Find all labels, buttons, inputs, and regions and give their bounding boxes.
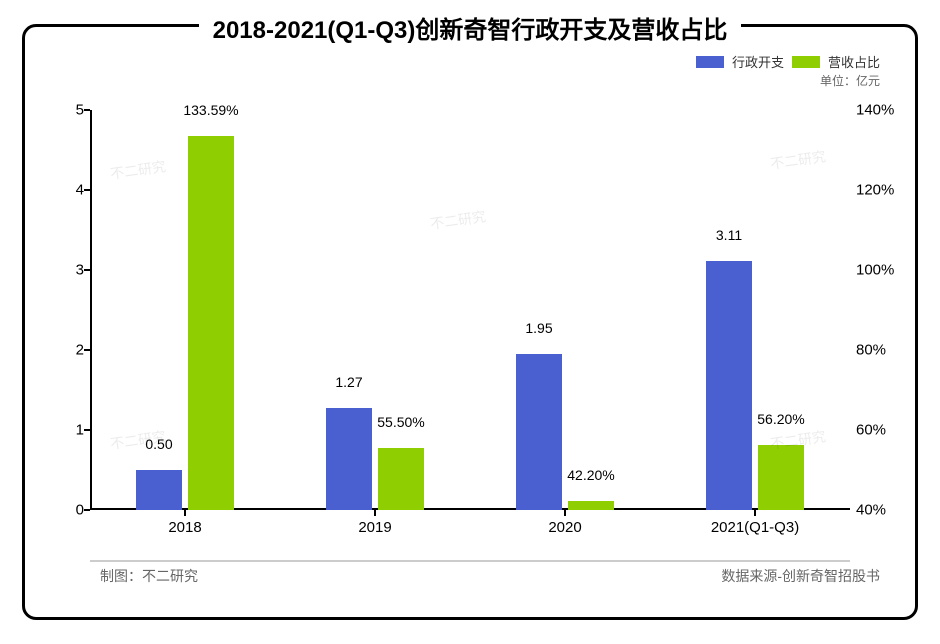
bar-series2	[568, 501, 614, 510]
footer-credit-right: 数据来源-创新奇智招股书	[721, 566, 880, 586]
x-axis-label: 2018	[168, 519, 201, 536]
bar-series1	[706, 261, 752, 510]
bar-series2-value: 133.59%	[183, 102, 238, 118]
x-tick-mark	[754, 510, 756, 516]
bar-series2	[188, 136, 234, 510]
y-left-tick: 2	[48, 342, 84, 359]
chart-title: 2018-2021(Q1-Q3)创新奇智行政开支及营收占比	[0, 10, 940, 45]
y-right-tick: 80%	[856, 342, 910, 359]
footer-credit-left: 制图：不二研究	[100, 566, 198, 586]
bar-series1-value: 0.50	[145, 436, 172, 452]
y-left-tick-mark	[84, 189, 90, 191]
legend-label-series2: 营收占比	[828, 52, 880, 71]
y-left-tick: 1	[48, 422, 84, 439]
unit-label: 单位：亿元	[820, 72, 880, 89]
bar-series1-value: 1.95	[525, 320, 552, 336]
x-axis-label: 2021(Q1-Q3)	[711, 519, 799, 536]
x-tick-mark	[184, 510, 186, 516]
plot-area: 01234540%60%80%100%120%140%20180.50133.5…	[90, 110, 850, 510]
y-left-tick-mark	[84, 349, 90, 351]
bar-series2-value: 56.20%	[757, 411, 804, 427]
footer-divider	[90, 560, 850, 562]
y-right-tick: 100%	[856, 262, 910, 279]
bar-series2	[758, 445, 804, 510]
y-left-tick-mark	[84, 269, 90, 271]
x-tick-mark	[374, 510, 376, 516]
bar-series1-value: 3.11	[716, 227, 742, 243]
y-left-tick: 0	[48, 502, 84, 519]
bar-series1	[326, 408, 372, 510]
chart-title-text: 2018-2021(Q1-Q3)创新奇智行政开支及营收占比	[199, 17, 742, 44]
y-right-tick: 60%	[856, 422, 910, 439]
y-left-tick: 3	[48, 262, 84, 279]
y-right-tick: 120%	[856, 182, 910, 199]
y-left-tick: 5	[48, 102, 84, 119]
bar-series2	[378, 448, 424, 510]
bar-series2-value: 55.50%	[377, 414, 424, 430]
y-left-tick-mark	[84, 109, 90, 111]
x-tick-mark	[564, 510, 566, 516]
y-left-tick-mark	[84, 429, 90, 431]
x-axis-label: 2019	[358, 519, 391, 536]
bar-series1-value: 1.27	[335, 374, 362, 390]
bar-series1	[516, 354, 562, 510]
legend-label-series1: 行政开支	[732, 52, 784, 71]
x-axis-label: 2020	[548, 519, 581, 536]
legend-swatch-series1	[696, 56, 724, 68]
legend: 行政开支 营收占比	[696, 52, 880, 71]
legend-swatch-series2	[792, 56, 820, 68]
y-axis-left	[90, 110, 92, 510]
y-right-tick: 140%	[856, 102, 910, 119]
y-left-tick-mark	[84, 509, 90, 511]
y-left-tick: 4	[48, 182, 84, 199]
bar-series1	[136, 470, 182, 510]
y-right-tick: 40%	[856, 502, 910, 519]
bar-series2-value: 42.20%	[567, 467, 614, 483]
